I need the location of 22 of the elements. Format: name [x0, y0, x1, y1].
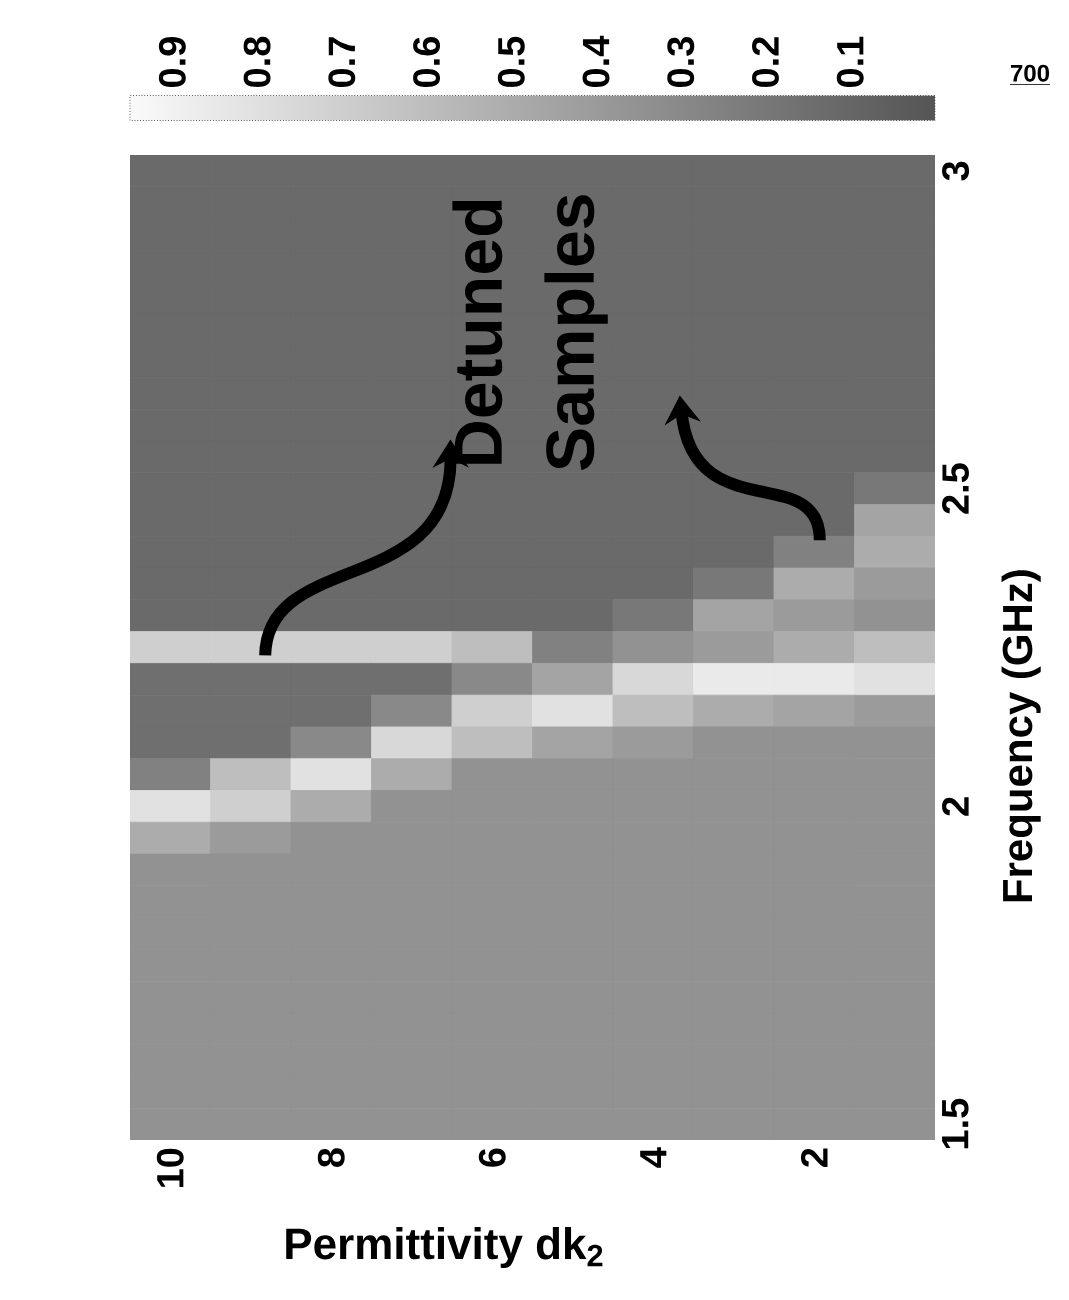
x-tick-label: 6	[478, 1148, 506, 1167]
color-bar-label: 0.3	[667, 37, 695, 87]
annotation: Detuned Samples	[452, 195, 608, 471]
color-bar-label: 0.4	[582, 35, 610, 87]
y-tick-label: 1.5	[942, 1098, 969, 1149]
x-tick-label: 4	[640, 1147, 667, 1168]
y-tick-label: 3	[942, 161, 970, 181]
x-tick-label: 2	[800, 1148, 828, 1167]
color-bar-label: 0.8	[243, 36, 271, 87]
x-tick-label: 10	[156, 1148, 184, 1187]
color-bar-label: 0.6	[413, 37, 441, 87]
color-bar-label: 0.9	[158, 37, 186, 87]
x-tick-label: 8	[317, 1148, 345, 1168]
color-bar-label: 0.1	[836, 36, 864, 87]
text: 700	[1011, 64, 1050, 82]
color-bar-label: 0.2	[752, 37, 779, 87]
color-bar-label: 0.5	[497, 36, 525, 87]
y-tick-label: 2	[942, 797, 969, 816]
y-tick-label: 2.5	[942, 463, 969, 514]
x-axis-title: Permittivity dk$_{2}$	[286, 1227, 603, 1269]
color-bar-label: 0.7	[328, 37, 356, 87]
y-axis-title: Frequency (GHz)	[1001, 570, 1041, 902]
